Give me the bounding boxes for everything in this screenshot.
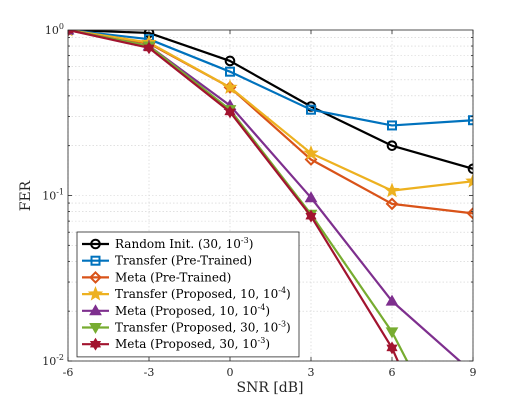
legend-marker-star (87, 285, 104, 301)
legend-label-suffix: ) (265, 337, 270, 351)
legend-label: Meta (Proposed, 10, 10-4) (115, 303, 270, 318)
legend-label: Meta (Proposed, 30, 10-3) (115, 336, 270, 351)
series-7 (68, 30, 399, 361)
legend-label-main: Meta (Pre-Trained) (115, 270, 231, 284)
legend-marker-circle (90, 238, 101, 250)
legend-marker-diamond (89, 270, 102, 284)
legend-label-exponent: -4 (258, 303, 266, 312)
data-point-triangle-up (304, 191, 318, 203)
legend-marker-hexagram (89, 337, 102, 351)
legend-label-suffix: ) (286, 321, 291, 335)
legend-label: Transfer (Pre-Trained) (115, 254, 252, 268)
y-tick-label-base: 10 (45, 24, 59, 37)
legend-item: Transfer (Proposed, 10, 10-4) (82, 285, 291, 301)
data-point-hexagram (143, 41, 155, 55)
legend-label-main: Transfer (Pre-Trained) (115, 254, 252, 268)
y-tick-label-exponent: -2 (56, 353, 64, 362)
data-point-square (225, 66, 235, 77)
x-tick-label: -6 (63, 366, 74, 379)
x-tick-label: 0 (227, 366, 234, 379)
legend-label-suffix: ) (265, 304, 270, 318)
legend-item: Transfer (Proposed, 30, 10-3) (82, 320, 291, 335)
data-point-square (468, 115, 473, 126)
legend: Random Init. (30, 10-3)Transfer (Pre-Tra… (76, 231, 300, 358)
data-point-hexagram (305, 209, 317, 223)
y-tick-label-exponent: 0 (59, 22, 64, 31)
data-point-star (384, 182, 400, 198)
series-line (68, 30, 473, 192)
data-point-circle (467, 163, 473, 175)
legend-label-main: Meta (Proposed, 10, 10 (115, 304, 258, 318)
legend-label-main: Random Init. (30, 10 (115, 237, 241, 251)
data-point-square (387, 120, 397, 131)
data-point-circle (224, 55, 236, 67)
legend-item: Transfer (Pre-Trained) (82, 254, 252, 268)
y-tick-label-base: 10 (42, 355, 56, 368)
y-tick-label: 10-1 (42, 188, 64, 203)
legend-label-main: Transfer (Proposed, 30, 10 (115, 321, 278, 335)
legend-label-exponent: -4 (278, 286, 286, 295)
x-tick-label: -3 (144, 366, 155, 379)
y-tick-label: 100 (45, 22, 64, 37)
data-point-circle (386, 140, 398, 151)
legend-label: Transfer (Proposed, 10, 10-4) (115, 286, 291, 301)
x-axis-label: SNR [dB] (236, 380, 303, 396)
legend-item: Random Init. (30, 10-3) (82, 236, 253, 251)
x-tick-label: 6 (389, 366, 396, 379)
data-point-hexagram (386, 341, 398, 355)
legend-marker-triangle-up (89, 304, 102, 316)
data-point-square (306, 104, 316, 115)
legend-marker-square (90, 255, 101, 266)
x-tick-label: 9 (470, 366, 477, 379)
legend-box (76, 231, 300, 358)
legend-label-main: Meta (Proposed, 30, 10 (115, 337, 258, 351)
legend-label-exponent: -3 (258, 336, 266, 345)
data-point-diamond (385, 197, 399, 211)
legend-label-main: Transfer (Proposed, 10, 10 (115, 287, 278, 301)
series-layer (68, 30, 473, 361)
legend-item: Meta (Proposed, 10, 10-4) (82, 303, 270, 318)
data-point-star (465, 173, 473, 188)
y-axis-label: FER (18, 180, 34, 211)
data-point-diamond (466, 206, 473, 220)
x-tick-label: 3 (308, 366, 315, 379)
data-point-triangle-down (385, 327, 399, 339)
legend-label-exponent: -3 (241, 236, 249, 245)
series-line (68, 30, 473, 127)
data-point-triangle-up (385, 294, 399, 306)
legend-label: Transfer (Proposed, 30, 10-3) (115, 320, 291, 335)
y-tick-label-exponent: -1 (56, 188, 64, 197)
legend-item: Meta (Proposed, 30, 10-3) (82, 336, 270, 351)
data-point-star (222, 79, 238, 94)
legend-label-suffix: ) (249, 237, 254, 251)
data-point-hexagram (68, 30, 74, 37)
legend-label: Random Init. (30, 10-3) (115, 236, 253, 251)
legend-marker-triangle-down (89, 323, 102, 334)
y-tick-label: 10-2 (42, 353, 64, 368)
legend-item: Meta (Pre-Trained) (82, 270, 231, 284)
data-point-hexagram (224, 105, 236, 119)
y-tick-label-base: 10 (42, 190, 56, 203)
data-point-star (303, 145, 319, 160)
series-line (68, 30, 473, 170)
series-line (68, 30, 409, 361)
legend-label-suffix: ) (286, 287, 291, 301)
legend-label: Meta (Pre-Trained) (115, 270, 231, 284)
legend-label-exponent: -3 (278, 320, 286, 329)
